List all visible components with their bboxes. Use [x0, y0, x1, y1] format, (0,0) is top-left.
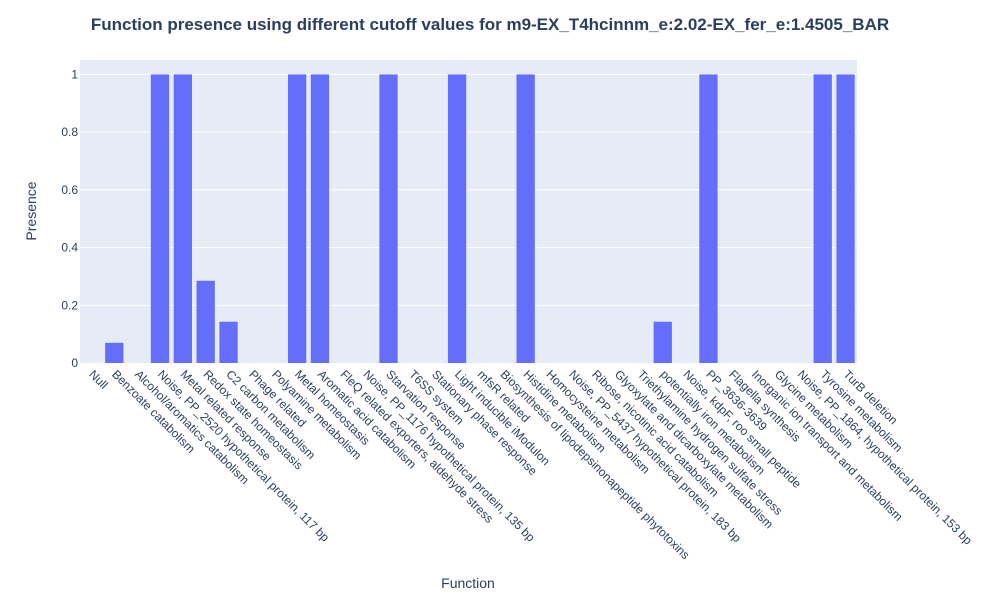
x-axis-title: Function: [441, 575, 495, 591]
bar: [379, 74, 398, 363]
bar: [196, 280, 215, 363]
y-tick-label: 0: [71, 356, 78, 370]
chart-title: Function presence using different cutoff…: [91, 15, 889, 34]
y-tick-label: 0.4: [61, 241, 78, 255]
y-axis-ticks: 0 0.2 0.4 0.6 0.8 1: [61, 67, 78, 370]
bar: [287, 74, 307, 363]
bar: [219, 321, 238, 363]
bar: [447, 74, 467, 363]
bar: [653, 321, 672, 363]
y-axis-title: Presence: [23, 181, 39, 240]
bar: [173, 74, 192, 363]
y-tick-label: 1: [71, 67, 78, 81]
bar: [699, 74, 718, 363]
y-tick-label: 0.8: [61, 125, 78, 139]
bar: [150, 74, 170, 363]
y-tick-label: 0.2: [61, 298, 78, 312]
bar: [516, 74, 535, 363]
bar: [105, 342, 124, 363]
y-tick-label: 0.6: [61, 183, 78, 197]
bars: [105, 74, 855, 363]
bar: [836, 74, 855, 363]
bar: [310, 74, 330, 363]
bar: [813, 74, 832, 363]
